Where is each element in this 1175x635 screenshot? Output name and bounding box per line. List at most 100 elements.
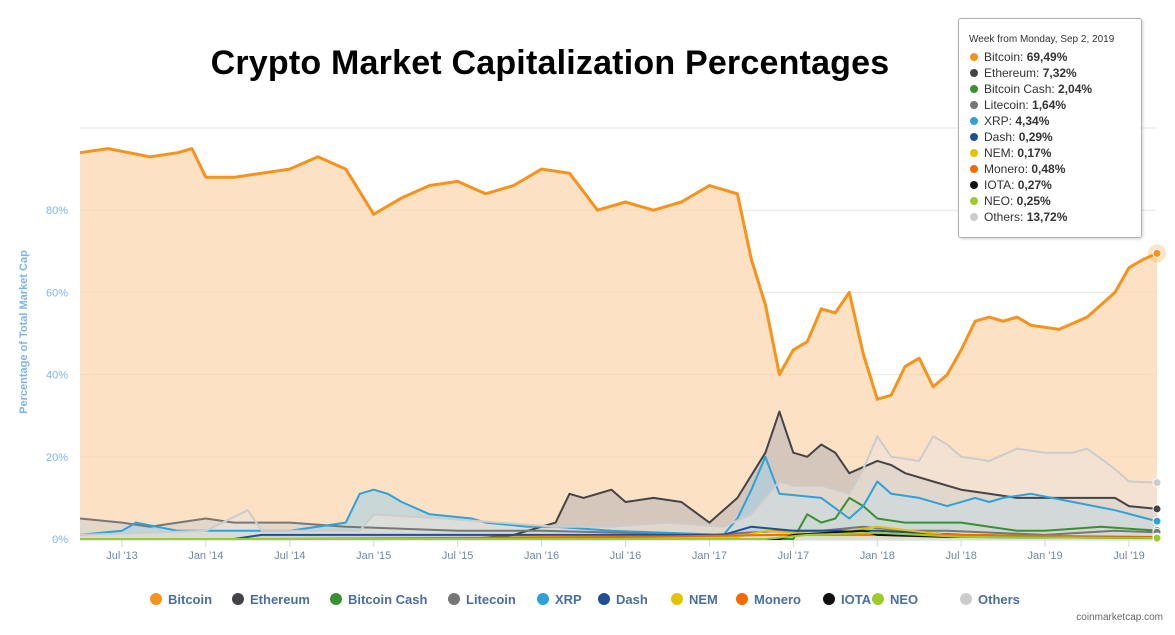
tooltip-row-dash: Dash: 0,29% <box>970 129 1141 145</box>
tooltip-series-value: 0,25% <box>1016 194 1051 208</box>
y-tick-label: 20% <box>46 452 68 464</box>
tooltip-series-name: Bitcoin: <box>984 50 1027 64</box>
x-tick-label: Jul '16 <box>610 550 641 562</box>
legend-item-iota[interactable]: IOTA <box>823 590 871 610</box>
tooltip-row-nem: NEM: 0,17% <box>970 145 1141 161</box>
legend-item-litecoin[interactable]: Litecoin <box>448 590 516 610</box>
legend-item-bitcoin-cash[interactable]: Bitcoin Cash <box>330 590 427 610</box>
legend-label: Ethereum <box>250 592 310 607</box>
tooltip-dot <box>970 181 978 189</box>
legend-item-bitcoin[interactable]: Bitcoin <box>150 590 212 610</box>
x-tick-label: Jan '14 <box>188 550 223 562</box>
x-tick-label: Jul '17 <box>778 550 809 562</box>
tooltip-header: Week from Monday, Sep 2, 2019 <box>969 34 1115 45</box>
tooltip-row-bitcoin-cash: Bitcoin Cash: 2,04% <box>970 81 1141 97</box>
tooltip-dot <box>970 53 978 61</box>
marker-xrp <box>1152 516 1162 526</box>
tooltip-series-name: NEM: <box>984 146 1018 160</box>
marker-ethereum <box>1152 504 1162 514</box>
legend-item-ethereum[interactable]: Ethereum <box>232 590 310 610</box>
y-axis-ticks: 0% 20% 40% 60% 80% <box>46 205 68 546</box>
legend-label: NEO <box>890 592 919 607</box>
legend-dot <box>960 593 972 605</box>
tooltip-series-name: XRP: <box>984 114 1016 128</box>
line-bitcoin-cash <box>80 496 1158 540</box>
legend-dot <box>671 593 683 605</box>
x-tick-label: Jan '15 <box>356 550 391 562</box>
chart-title: Crypto Market Capitalization Percentages <box>210 44 890 82</box>
legend: Bitcoin Ethereum Bitcoin Cash Litecoin XRP Da… <box>150 590 1050 610</box>
x-tick-label: Jan '18 <box>860 550 895 562</box>
y-axis-label: Percentage of Total Market Cap <box>18 250 30 414</box>
tooltip-series-name: NEO: <box>984 194 1017 208</box>
tooltip-series-value: 4,34% <box>1015 114 1050 128</box>
x-tick-label: Jul '19 <box>1113 550 1144 562</box>
legend-dot <box>232 593 244 605</box>
tooltip-dot <box>970 149 978 157</box>
tooltip-series-value: 0,48% <box>1031 162 1066 176</box>
tooltip-dot <box>970 85 978 93</box>
x-tick-label: Jan '17 <box>692 550 727 562</box>
tooltip-dot <box>970 197 978 205</box>
legend-item-others[interactable]: Others <box>960 590 1020 610</box>
tooltip-series-value: 2,04% <box>1058 82 1093 96</box>
marker-others <box>1152 478 1162 488</box>
tooltip-row-neo: NEO: 0,25% <box>970 193 1141 209</box>
area-others <box>80 436 1157 539</box>
legend-dot <box>823 593 835 605</box>
tooltip: Week from Monday, Sep 2, 2019 Bitcoin: 6… <box>958 18 1142 238</box>
x-axis-ticks: Jul '13 Jan '14 Jul '14 Jan '15 Jul '15 Jan '… <box>106 540 1145 562</box>
line-litecoin <box>79 517 1158 536</box>
legend-label: Monero <box>754 592 801 607</box>
tooltip-series-name: Bitcoin Cash: <box>984 82 1059 96</box>
tooltip-series-value: 13,72% <box>1026 210 1068 224</box>
tooltip-series-value: 1,64% <box>1032 98 1067 112</box>
tooltip-dot <box>970 213 978 221</box>
y-tick-label: 40% <box>46 370 68 382</box>
line-ethereum <box>80 410 1158 540</box>
tooltip-series-name: Ethereum: <box>984 66 1043 80</box>
tooltip-series-name: Dash: <box>984 130 1019 144</box>
tooltip-series-name: IOTA: <box>984 178 1018 192</box>
x-tick-label: Jan '16 <box>524 550 559 562</box>
tooltip-row-litecoin: Litecoin: 1,64% <box>970 97 1141 113</box>
tooltip-row-bitcoin: Bitcoin: 69,49% <box>970 49 1141 65</box>
x-tick-label: Jul '14 <box>274 550 305 562</box>
tooltip-row-others: Others: 13,72% <box>970 209 1141 225</box>
tooltip-row-iota: IOTA: 0,27% <box>970 177 1141 193</box>
legend-dot <box>537 593 549 605</box>
legend-item-nem[interactable]: NEM <box>671 590 718 610</box>
tooltip-row-ethereum: Ethereum: 7,32% <box>970 65 1141 81</box>
legend-dot <box>736 593 748 605</box>
legend-item-neo[interactable]: NEO <box>872 590 918 610</box>
x-tick-label: Jul '13 <box>106 550 137 562</box>
legend-label: IOTA <box>841 592 872 607</box>
line-bitcoin <box>79 147 1158 401</box>
x-tick-label: Jan '19 <box>1028 550 1063 562</box>
tooltip-series-name: Monero: <box>984 162 1032 176</box>
tooltip-series-name: Litecoin: <box>984 98 1033 112</box>
x-tick-label: Jul '18 <box>945 550 976 562</box>
tooltip-rows: Bitcoin: 69,49% Ethereum: 7,32% Bitcoin Ca… <box>959 49 1141 225</box>
y-tick-label: 0% <box>52 534 68 546</box>
tooltip-series-value: 0,27% <box>1017 178 1052 192</box>
legend-label: Litecoin <box>466 592 516 607</box>
tooltip-row-monero: Monero: 0,48% <box>970 161 1141 177</box>
tooltip-dot <box>970 133 978 141</box>
legend-label: Others <box>978 592 1020 607</box>
marker-bitcoin <box>1152 248 1162 258</box>
legend-label: NEM <box>689 592 718 607</box>
tooltip-series-value: 0,29% <box>1018 130 1053 144</box>
legend-dot <box>598 593 610 605</box>
legend-item-monero[interactable]: Monero <box>736 590 801 610</box>
marker-neo <box>1152 533 1162 543</box>
legend-dot <box>448 593 460 605</box>
legend-item-dash[interactable]: Dash <box>598 590 648 610</box>
chart-credit[interactable]: coinmarketcap.com <box>1076 612 1163 623</box>
tooltip-series-value: 69,49% <box>1026 50 1068 64</box>
line-others <box>79 435 1158 536</box>
legend-dot <box>150 593 162 605</box>
legend-dot <box>330 593 342 605</box>
legend-item-xrp[interactable]: XRP <box>537 590 582 610</box>
